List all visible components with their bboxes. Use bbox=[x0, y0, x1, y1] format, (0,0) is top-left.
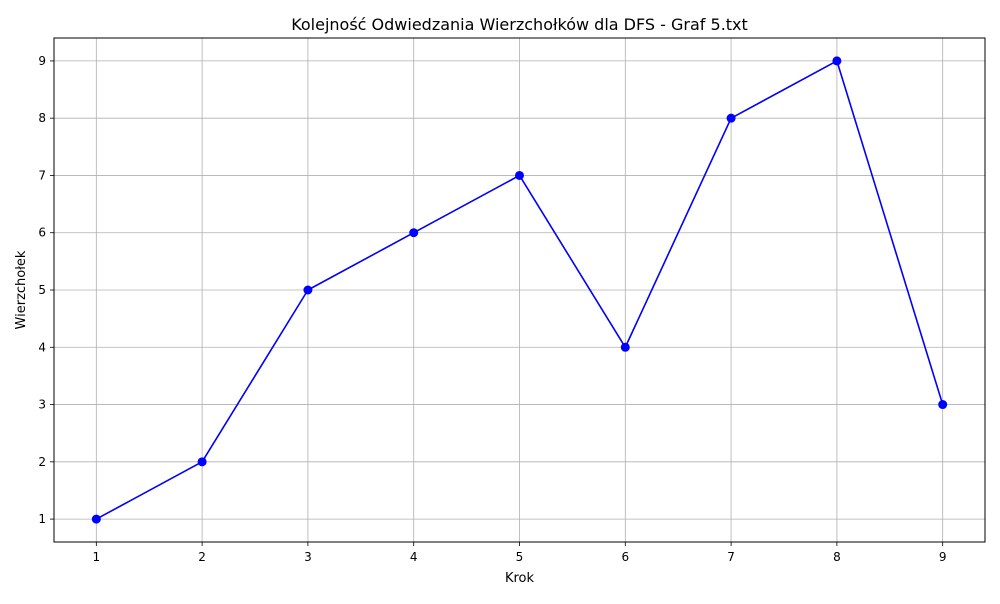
x-tick-label: 2 bbox=[198, 550, 206, 564]
x-tick-label: 6 bbox=[621, 550, 629, 564]
x-tick-label: 8 bbox=[833, 550, 841, 564]
y-tick-label: 8 bbox=[38, 111, 46, 125]
x-tick-label: 5 bbox=[516, 550, 524, 564]
y-tick-label: 5 bbox=[38, 283, 46, 297]
y-tick-label: 3 bbox=[38, 398, 46, 412]
x-tick-label: 7 bbox=[727, 550, 735, 564]
data-point bbox=[409, 228, 419, 238]
data-point bbox=[620, 342, 630, 352]
data-point bbox=[726, 113, 736, 123]
y-tick-label: 2 bbox=[38, 455, 46, 469]
data-point bbox=[938, 400, 948, 410]
y-tick-label: 4 bbox=[38, 340, 46, 354]
y-tick-label: 9 bbox=[38, 54, 46, 68]
x-tick-label: 4 bbox=[410, 550, 418, 564]
ticks: 1 2 3 4 5 6 7 8 9 1 2 3 4 5 6 7 8 9 bbox=[38, 54, 946, 564]
y-tick-label: 7 bbox=[38, 168, 46, 182]
data-point bbox=[197, 457, 207, 467]
y-tick-label: 6 bbox=[38, 226, 46, 240]
x-tick-label: 1 bbox=[92, 550, 100, 564]
data-point bbox=[832, 56, 842, 66]
grid bbox=[54, 38, 985, 542]
x-axis-label: Krok bbox=[505, 571, 535, 586]
data-point bbox=[515, 170, 524, 180]
x-tick-label: 3 bbox=[304, 550, 312, 564]
data-point bbox=[303, 285, 313, 295]
y-tick-label: 1 bbox=[38, 512, 46, 526]
x-tick-label: 9 bbox=[939, 550, 947, 564]
data-point bbox=[91, 514, 101, 524]
y-axis-label: Wierzchołek bbox=[14, 250, 29, 329]
chart-title: Kolejność Odwiedzania Wierzchołków dla D… bbox=[291, 15, 748, 34]
series-layer bbox=[91, 56, 948, 524]
